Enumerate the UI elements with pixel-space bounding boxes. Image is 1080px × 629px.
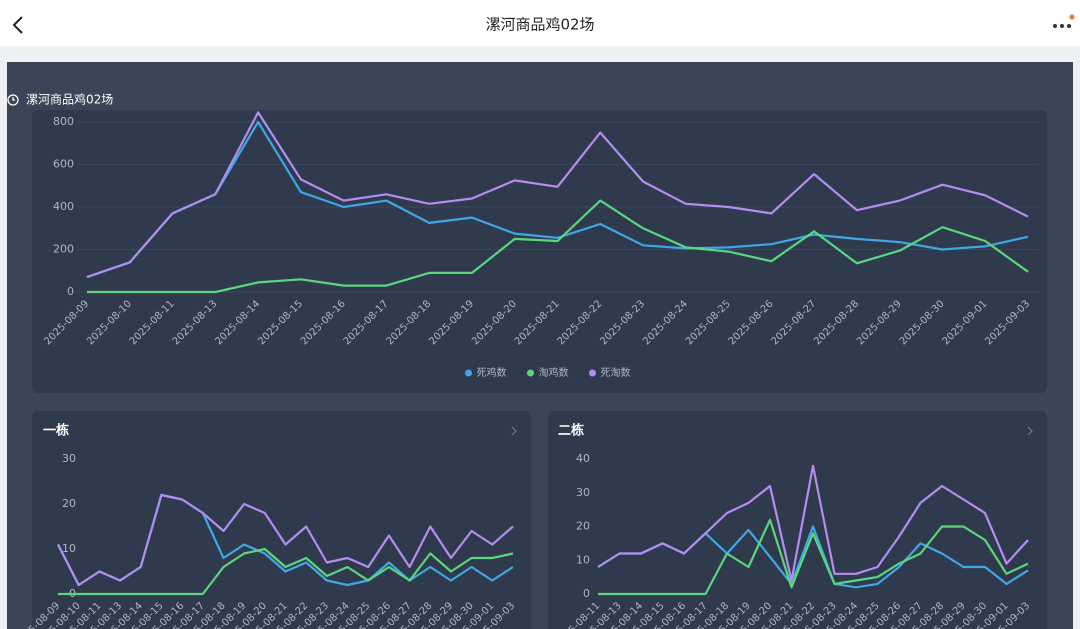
more-button[interactable]	[1053, 14, 1075, 29]
y-tick-label: 30	[62, 452, 76, 465]
series-line	[86, 120, 1029, 279]
y-tick-label: 0	[67, 285, 74, 298]
card-1-chevron[interactable]	[511, 426, 517, 436]
legend-label: 死淘数	[601, 366, 631, 379]
legend-label: 淘鸡数	[539, 366, 569, 379]
legend-marker	[465, 369, 472, 377]
legend-marker	[589, 369, 596, 377]
y-tick-label: 10	[576, 553, 590, 566]
legend-marker	[527, 369, 534, 377]
series-line	[57, 493, 514, 587]
series-line	[86, 111, 1029, 279]
main-card	[32, 110, 1047, 393]
back-button[interactable]	[12, 16, 23, 34]
y-tick-label: 30	[576, 486, 590, 499]
series-line	[598, 518, 1029, 596]
series-line	[87, 199, 1029, 294]
y-tick-label: 40	[576, 452, 590, 465]
top-bar	[0, 0, 1080, 46]
card-1[interactable]	[32, 411, 531, 629]
clock-icon	[7, 94, 19, 106]
chart-title: 一栋	[43, 423, 69, 439]
y-tick-label: 20	[576, 520, 590, 533]
y-tick-label: 600	[53, 158, 74, 171]
card-2-chevron[interactable]	[1027, 426, 1033, 436]
y-tick-label: 800	[53, 115, 74, 128]
series-line	[597, 464, 1029, 582]
y-tick-label: 20	[62, 497, 76, 510]
y-tick-label: 200	[53, 243, 74, 256]
card-2[interactable]	[548, 411, 1047, 629]
clock-hand	[12, 97, 15, 101]
y-tick-label: 400	[53, 200, 74, 213]
y-tick-label: 0	[583, 587, 590, 600]
y-tick-label: 10	[62, 542, 76, 555]
chart-title: 二栋	[558, 423, 584, 439]
page-title: 漯河商品鸡02场	[485, 16, 594, 34]
series-line	[58, 547, 514, 596]
dashboard-title: 漯河商品鸡02场	[26, 92, 113, 107]
legend-label: 死鸡数	[477, 366, 507, 379]
